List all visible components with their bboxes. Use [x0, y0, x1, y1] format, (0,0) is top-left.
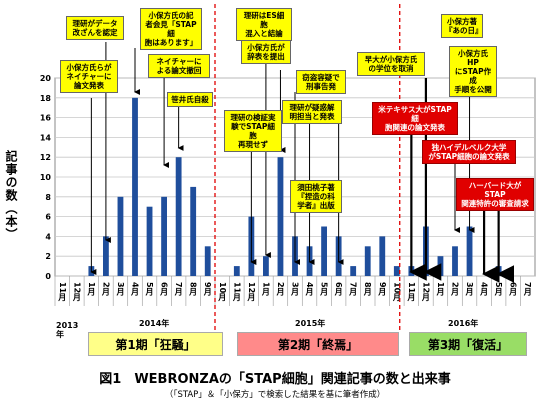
bar	[364, 246, 371, 276]
x-tick-label: 7月	[523, 282, 532, 297]
bar	[175, 157, 182, 276]
y-tick-label: 14	[40, 133, 52, 142]
x-tick-label: 6月	[160, 282, 169, 297]
annotation-book-fabrication: 須田桃子著 『捏造の科 学者』出版	[290, 180, 342, 213]
x-tick-label: 11月	[232, 282, 241, 302]
y-tick-label: 2	[45, 252, 51, 261]
figure-subcaption: （「STAP」＆「小保方」で検索した結果を基に筆者作成）	[164, 390, 386, 400]
annotation-data-falsification: 理研がデータ 改ざんを認定	[66, 16, 124, 40]
x-tick-label: 5月	[494, 282, 503, 297]
annotation-es-contamination: 理研はES細胞 混入と結論	[236, 8, 292, 41]
year-label-2013: 2013年	[56, 321, 79, 339]
y-tick-label: 4	[45, 232, 51, 241]
bar	[204, 246, 211, 276]
x-tick-labels: 11月 12月 1月 2月 3月 4月 5月 6月 7月 8月 9月 10月 11月 12月 1月 2月 3月 4…	[54, 276, 532, 306]
bar	[132, 97, 138, 276]
y-tick-label: 6	[45, 213, 51, 222]
phase-2: 第2期「終焉」	[237, 332, 399, 356]
x-tick-label: 1月	[87, 282, 96, 297]
figure-caption: 図1 WEBRONZAの「STAP細胞」関連記事の数と出来事	[99, 372, 451, 387]
bar	[466, 226, 473, 276]
annotation-heidelberg-paper: 独ハイデルベルク大学 がSTAP細胞の論文発表	[422, 140, 516, 164]
y-tick-label: 0	[45, 272, 51, 281]
x-tick-label: 10月	[392, 282, 401, 302]
bar	[379, 236, 386, 276]
x-tick-label: 7月	[349, 282, 358, 297]
annotation-degree-revoked: 早大が小保方氏 の学位を取消	[357, 52, 425, 76]
period-dividers	[214, 4, 401, 330]
x-tick-label: 9月	[203, 282, 212, 297]
annotation-press-conference: 小保方氏の記 者会見「STAP細 胞はあります」	[140, 8, 202, 50]
phase-3: 第3期「復活」	[409, 332, 527, 356]
bar	[233, 266, 240, 276]
annotation-hp-protocol: 小保方氏HP にSTAP作成 手順を公開	[449, 46, 497, 97]
year-label-2014: 2014年	[139, 319, 170, 328]
year-label-2015: 2015年	[295, 319, 326, 328]
y-tick-labels: 0 2 4 6 8 10 12 14 16 18 20	[40, 74, 52, 281]
annotation-texas-paper: 米テキサス大がSTAP細 胞関連の論文発表	[372, 102, 458, 135]
bar	[277, 157, 284, 276]
x-tick-label: 4月	[131, 282, 140, 297]
y-tick-label: 16	[40, 114, 52, 123]
x-tick-label: 1月	[261, 282, 270, 297]
bar	[117, 196, 124, 276]
y-tick-label: 12	[40, 153, 51, 162]
bar	[263, 256, 269, 276]
bar	[103, 236, 109, 276]
year-label-2016: 2016年	[448, 319, 479, 328]
annotation-theft-charge: 窃盗容疑で 刑事告発	[296, 70, 346, 94]
annotation-book-anohi: 小保方著 『あの日』	[441, 14, 483, 38]
bar	[146, 206, 153, 276]
bar	[161, 196, 167, 276]
annotation-riken-announcement: 理研が疑惑解 明担当と発表	[282, 100, 342, 124]
x-tick-label: 12月	[421, 282, 430, 302]
y-tick-label: 8	[45, 193, 51, 202]
x-tick-label: 5月	[320, 282, 329, 297]
x-tick-label: 5月	[145, 282, 154, 297]
x-tick-label: 2月	[451, 282, 460, 297]
bar	[452, 246, 458, 276]
annotation-sasai-suicide: 笹井氏自殺	[167, 92, 213, 107]
x-tick-label: 4月	[480, 282, 489, 297]
x-tick-label: 9月	[378, 282, 387, 297]
annotation-resignation: 小保方氏が 辞表を提出	[241, 40, 291, 64]
bar	[393, 266, 400, 276]
x-tick-label: 11月	[407, 282, 416, 302]
x-tick-label: 10月	[218, 282, 227, 302]
x-tick-label: 1月	[436, 282, 445, 297]
x-tick-label: 2月	[101, 282, 110, 297]
x-tick-label: 11月	[58, 282, 67, 302]
y-tick-label: 10	[40, 173, 52, 182]
annotation-nature-paper: 小保方氏らが ネイチャーに 論文発表	[60, 60, 118, 93]
phase-1: 第1期「狂騒」	[88, 332, 223, 356]
bar	[190, 186, 197, 276]
bar	[350, 266, 357, 276]
y-axis-label: 記事の数（本）	[4, 150, 18, 241]
bar	[437, 256, 444, 276]
x-tick-label: 12月	[247, 282, 256, 302]
x-tick-label: 3月	[291, 282, 300, 297]
x-tick-label: 3月	[116, 282, 125, 297]
x-tick-label: 8月	[189, 282, 198, 297]
bar	[321, 226, 327, 276]
annotation-verification-failed: 理研の検証実 験でSTAP細胞 再現せず	[224, 110, 282, 152]
x-tick-label: 6月	[509, 282, 518, 297]
x-tick-label: 12月	[72, 282, 81, 302]
x-tick-label: 3月	[465, 282, 474, 297]
y-tick-label: 18	[40, 94, 52, 103]
y-tick-label: 20	[40, 74, 52, 83]
x-tick-label: 8月	[363, 282, 372, 297]
x-tick-label: 6月	[334, 282, 343, 297]
x-tick-label: 2月	[276, 282, 285, 297]
annotation-retraction: ネイチャーに よる論文撤回	[148, 54, 210, 78]
annotation-harvard-patent: ハーバード大がSTAP 関連特許の審査請求	[456, 178, 534, 211]
x-tick-label: 4月	[305, 282, 314, 297]
x-tick-label: 7月	[174, 282, 183, 297]
